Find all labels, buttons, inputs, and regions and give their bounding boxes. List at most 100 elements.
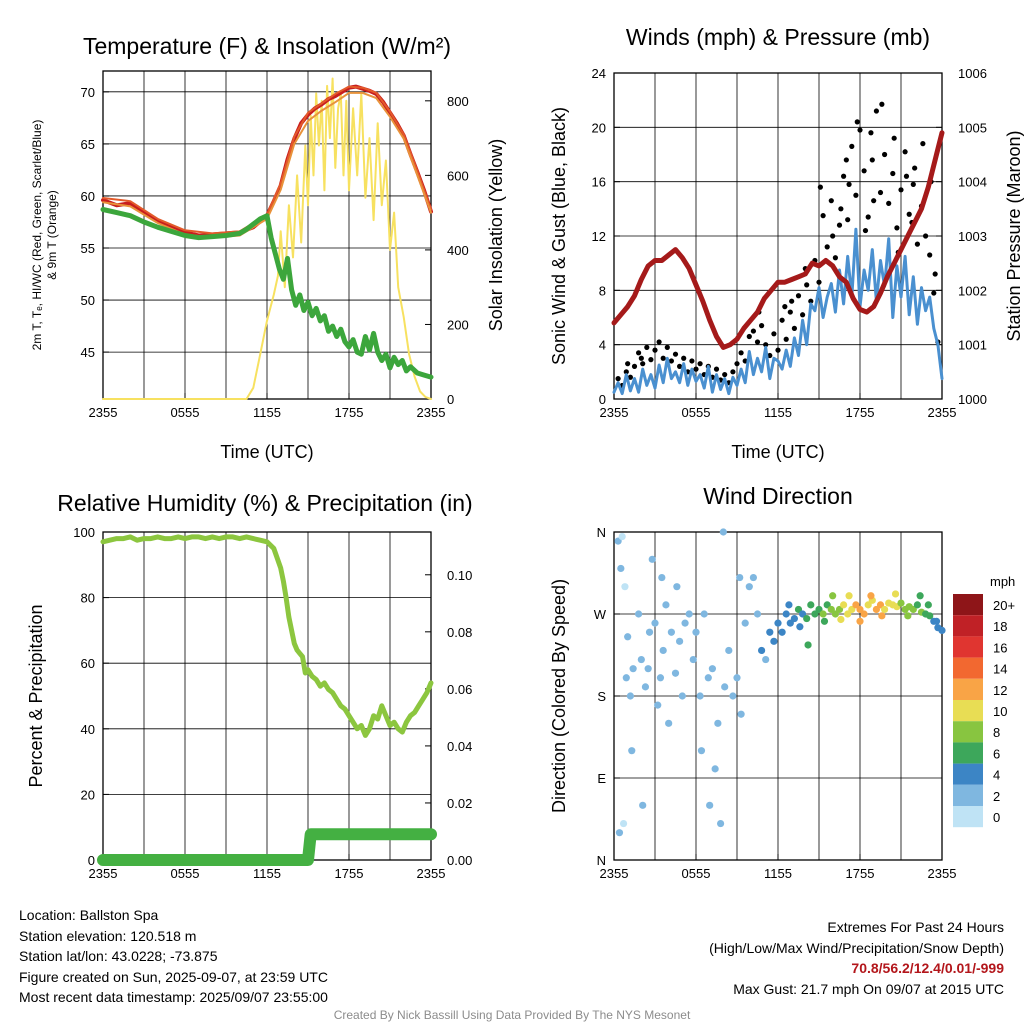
x-tick-label: 2355 xyxy=(89,866,118,881)
legend-label: 6 xyxy=(993,746,1000,761)
gust-point xyxy=(869,157,875,163)
humidity-chart-title: Relative Humidity (%) & Precipitation (i… xyxy=(57,490,472,516)
legend-label: 12 xyxy=(993,683,1007,698)
y2-tick-label: 0.02 xyxy=(447,796,472,811)
direction-point xyxy=(676,637,684,645)
y-tick-label: 0 xyxy=(599,392,606,407)
y-tick-label: 4 xyxy=(599,338,606,353)
gust-point xyxy=(783,336,789,342)
gust-point xyxy=(923,233,929,239)
gust-point xyxy=(623,369,629,375)
wind-direction-chart-title: Wind Direction xyxy=(703,483,853,509)
direction-point xyxy=(721,683,729,691)
direction-point xyxy=(700,610,708,618)
gust-point xyxy=(668,358,675,364)
gust-point xyxy=(746,333,752,340)
gust-point xyxy=(841,173,847,179)
direction-point xyxy=(644,665,652,673)
direction-point xyxy=(820,617,829,625)
direction-point xyxy=(856,617,864,625)
gust-point xyxy=(890,170,896,177)
gust-point xyxy=(871,198,877,204)
legend-swatch xyxy=(953,615,983,637)
humidity-series-precip xyxy=(97,828,437,866)
legend-swatch xyxy=(953,594,983,616)
direction-point xyxy=(926,612,934,620)
direction-point xyxy=(725,646,733,655)
direction-point xyxy=(932,617,941,625)
legend-label: 0 xyxy=(993,810,1000,825)
temperature-y2-axis-label: Solar Insolation (Yellow) xyxy=(486,139,506,331)
gust-point xyxy=(886,200,892,206)
temperature-y-axis-label: 2m T, Tₑ, HI/WC (Red, Green, Scarlet/Blu… xyxy=(30,120,44,351)
gust-point xyxy=(640,361,646,367)
gust-point xyxy=(882,151,888,158)
direction-point xyxy=(804,641,812,649)
direction-point xyxy=(689,655,697,664)
gust-point xyxy=(873,108,880,114)
legend-label: 4 xyxy=(993,768,1000,783)
gust-point xyxy=(868,130,874,136)
direction-point xyxy=(681,619,689,627)
gust-point xyxy=(664,344,670,350)
extremes-values: 70.8/56.2/12.4/0.01/-999 xyxy=(851,960,1004,976)
winds-chart-title: Winds (mph) & Pressure (mb) xyxy=(626,24,930,50)
y2-tick-label: 0.06 xyxy=(447,682,472,697)
legend-swatch xyxy=(953,806,983,828)
created-text: Figure created on Sun, 2025-09-07, at 23… xyxy=(19,968,328,985)
gust-point xyxy=(689,358,695,364)
direction-point xyxy=(622,674,630,682)
direction-point xyxy=(867,592,875,600)
legend-label: 18 xyxy=(993,619,1007,634)
direction-point xyxy=(736,573,744,582)
gust-point xyxy=(894,225,900,231)
gust-point xyxy=(816,279,822,285)
x-tick-label: 1155 xyxy=(764,866,792,881)
direction-point xyxy=(706,801,714,809)
y2-tick-label: 1001 xyxy=(958,338,987,353)
direction-point xyxy=(762,655,770,664)
winds-series-wind xyxy=(612,227,944,396)
x-tick-label: 2355 xyxy=(417,405,446,420)
x-tick-label: 2355 xyxy=(928,866,957,881)
gust-point xyxy=(817,184,823,190)
legend-label: 20+ xyxy=(993,598,1015,613)
direction-point xyxy=(807,601,815,609)
winds-y2-axis-label: Station Pressure (Maroon) xyxy=(1004,130,1024,341)
direction-point xyxy=(753,610,762,618)
direction-point xyxy=(837,615,845,624)
legend-swatch xyxy=(953,763,983,785)
gust-point xyxy=(795,293,802,299)
y-tick-label: 40 xyxy=(81,722,95,737)
y-tick-label: 100 xyxy=(73,525,95,540)
max-gust-text: Max Gust: 21.7 mph On 09/07 at 2015 UTC xyxy=(733,980,1004,997)
gust-point xyxy=(648,357,654,363)
gust-point xyxy=(638,355,644,361)
y-tick-label: S xyxy=(597,689,606,704)
x-tick-label: 2355 xyxy=(417,866,446,881)
gust-point xyxy=(902,149,908,155)
gust-point xyxy=(787,309,793,315)
x-tick-label: 1155 xyxy=(253,866,281,881)
direction-point xyxy=(665,719,673,727)
direction-point xyxy=(615,829,624,837)
direction-point xyxy=(711,765,719,773)
temperature-series-insolation xyxy=(102,77,432,400)
direction-point xyxy=(692,628,700,636)
direction-point xyxy=(651,619,659,627)
gust-point xyxy=(830,233,836,239)
legend-label: 16 xyxy=(993,640,1007,655)
direction-point xyxy=(637,655,645,664)
x-tick-label: 1755 xyxy=(846,405,875,420)
direction-point xyxy=(741,619,749,627)
y-tick-label: 20 xyxy=(592,120,606,135)
y-tick-label: 60 xyxy=(81,189,95,204)
humidity-panel xyxy=(102,531,432,861)
gust-point xyxy=(615,376,621,382)
legend-swatch xyxy=(953,678,983,700)
gust-point xyxy=(631,363,638,369)
y-tick-label: 12 xyxy=(592,229,606,244)
x-tick-label: 2355 xyxy=(600,405,629,420)
x-tick-label: 2355 xyxy=(928,405,957,420)
